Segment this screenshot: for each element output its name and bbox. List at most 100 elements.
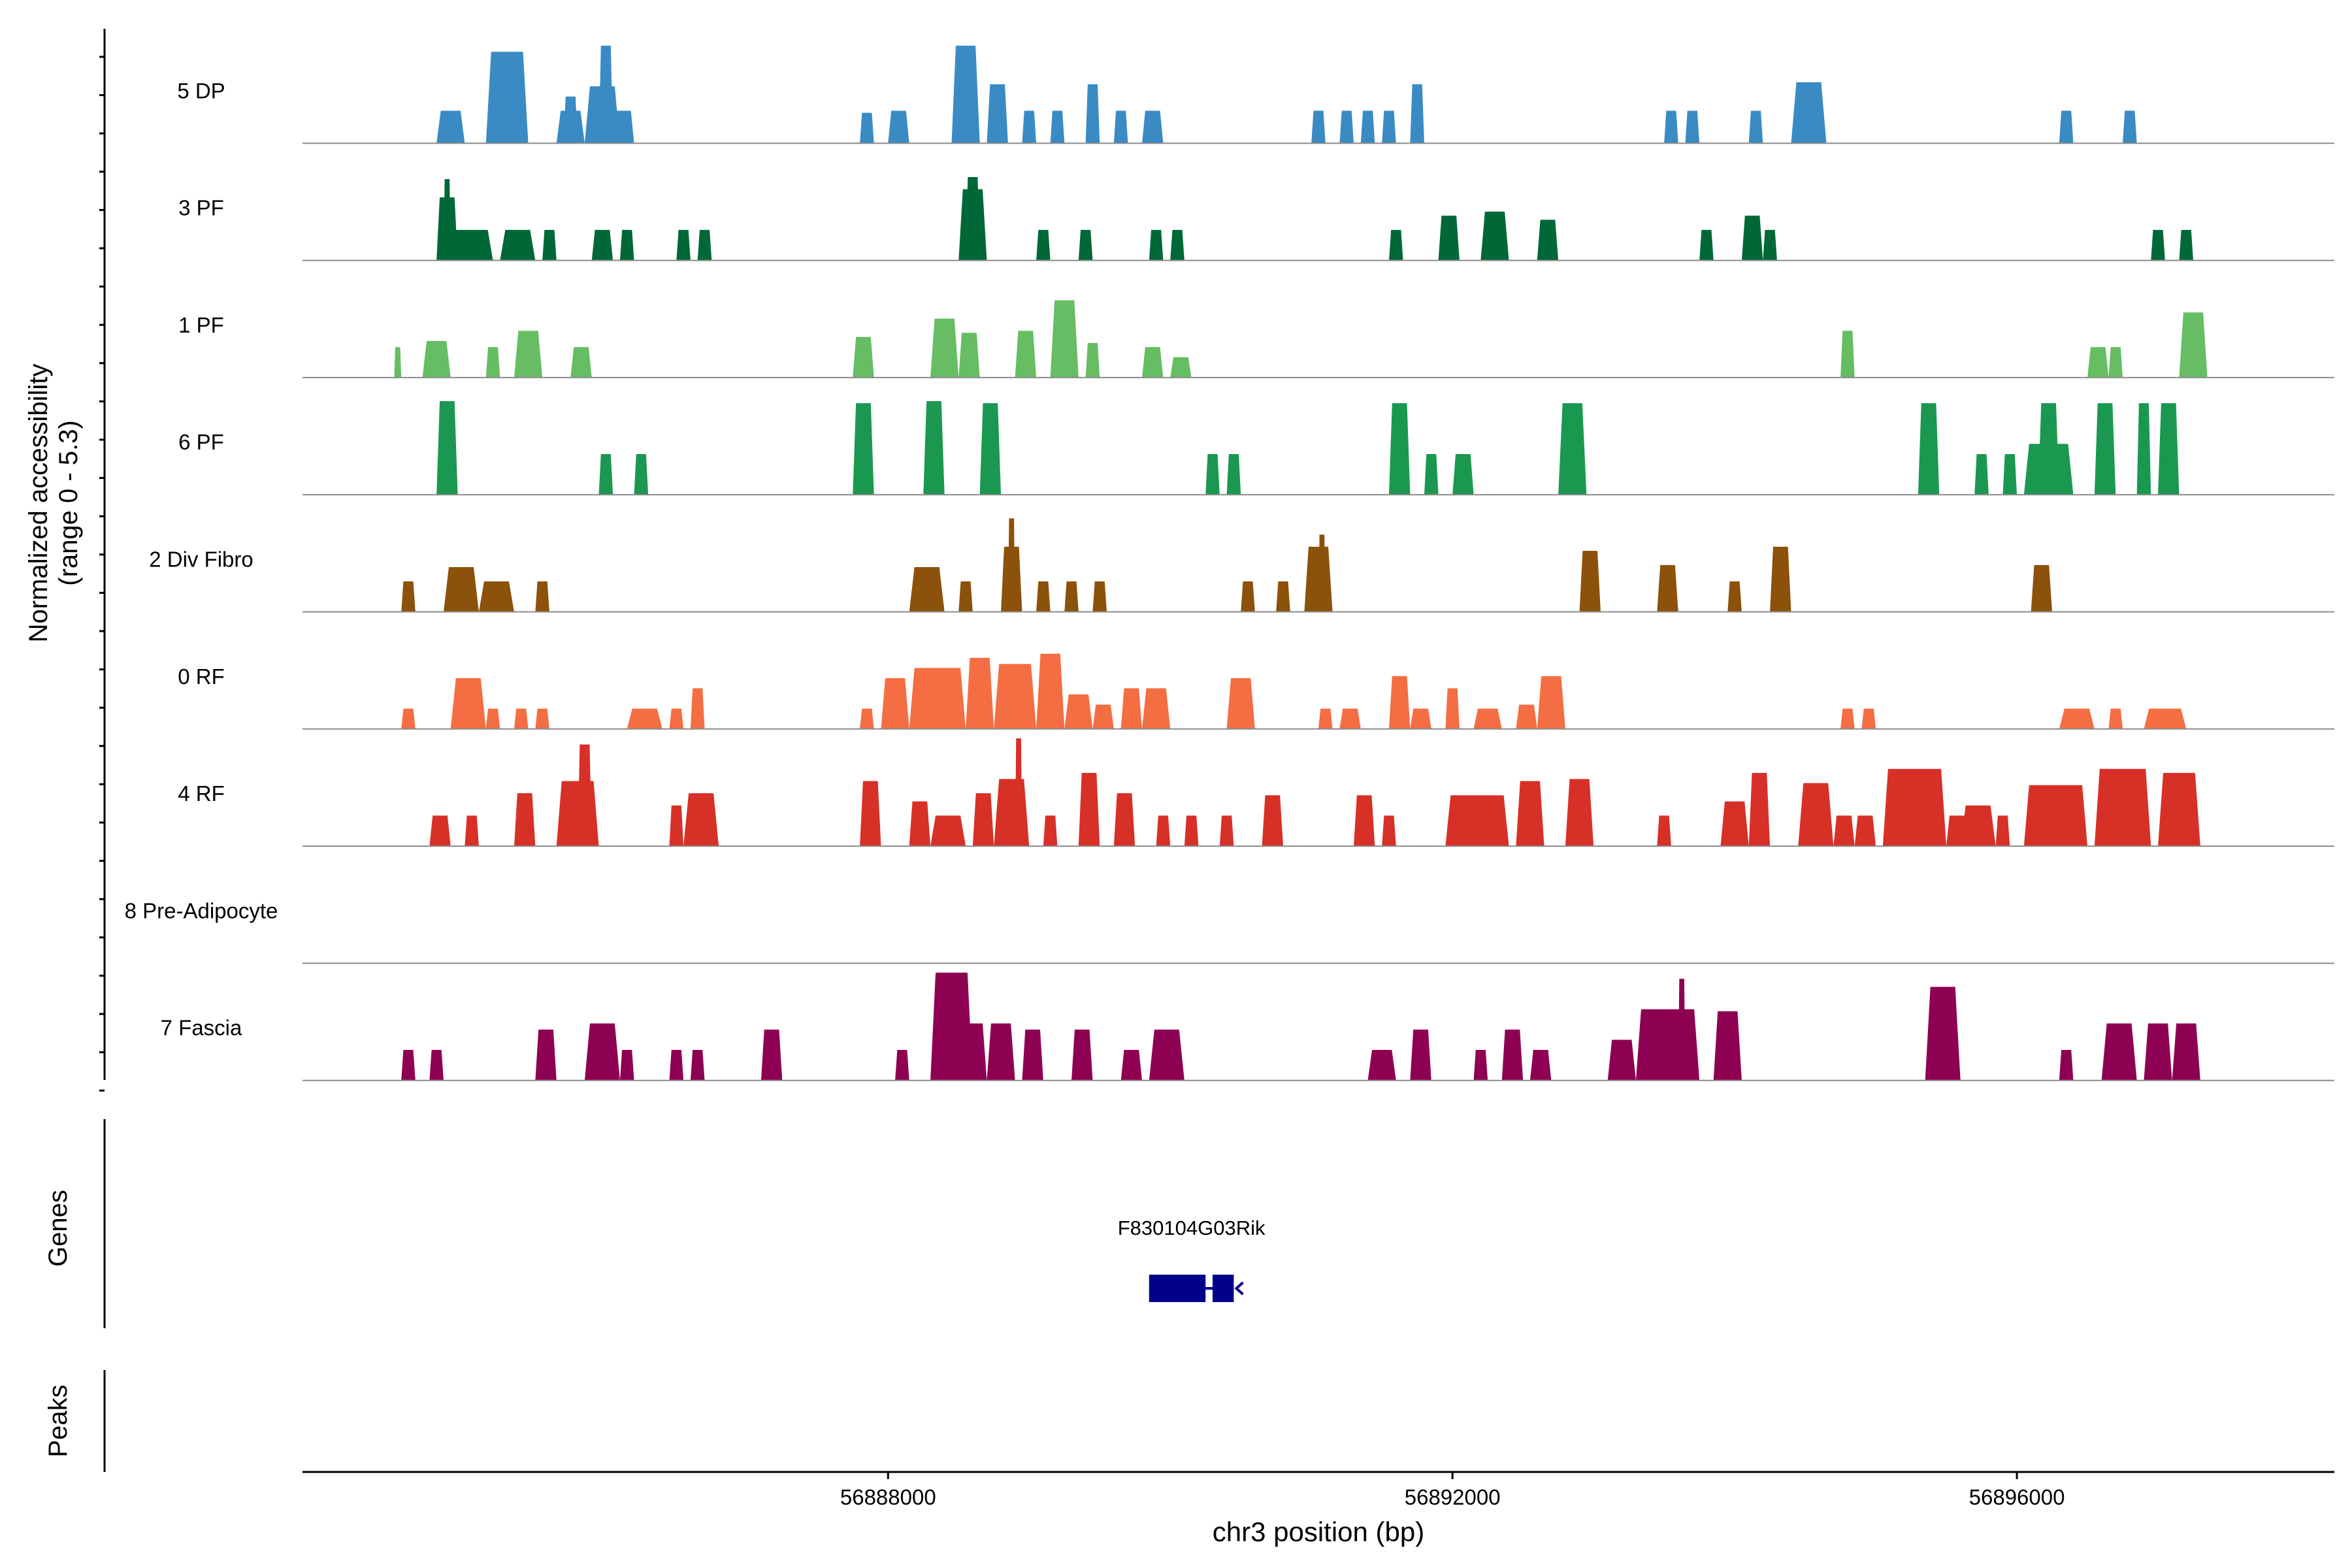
coverage-peak bbox=[514, 793, 536, 847]
coverage-peak bbox=[958, 333, 980, 378]
coverage-peak bbox=[1791, 82, 1827, 144]
coverage-peak bbox=[493, 74, 521, 144]
coverage-peak bbox=[697, 229, 712, 261]
coverage-peak bbox=[1149, 1029, 1184, 1081]
coverage-peak bbox=[1036, 653, 1065, 729]
track-7-fascia: 7 Fascia bbox=[161, 972, 2334, 1081]
x-tick-label: 56888000 bbox=[840, 1485, 936, 1509]
coverage-peak bbox=[598, 453, 613, 495]
coverage-peak bbox=[1798, 783, 1834, 847]
coverage-peak bbox=[1445, 688, 1460, 729]
coverage-peak bbox=[1318, 534, 1326, 612]
coverage-peak bbox=[1170, 357, 1192, 378]
coverage-peak bbox=[930, 815, 966, 847]
coverage-peak bbox=[2094, 403, 2116, 495]
y-axes bbox=[99, 29, 106, 1472]
coverage-peak bbox=[994, 664, 1037, 729]
coverage-peak bbox=[853, 336, 874, 378]
coverage-peak bbox=[1120, 1050, 1143, 1081]
coverage-peak bbox=[1156, 815, 1171, 847]
coverage-peak bbox=[1410, 708, 1431, 729]
coverage-peak bbox=[1382, 815, 1396, 847]
track-label: 1 PF bbox=[178, 313, 224, 337]
coverage-peak bbox=[958, 1023, 987, 1081]
coverage-peak bbox=[2151, 229, 2165, 261]
coverage-peak bbox=[1149, 229, 1164, 261]
coverage-peak bbox=[966, 657, 994, 729]
coverage-peak bbox=[1388, 676, 1411, 729]
coverage-peak bbox=[1388, 229, 1403, 261]
coverage-peak bbox=[1360, 110, 1375, 144]
coverage-peak bbox=[2108, 347, 2123, 378]
coverage-peak bbox=[2179, 312, 2208, 378]
coverage-peak bbox=[1501, 1029, 1524, 1081]
coverage-peak bbox=[1241, 581, 1255, 612]
coverage-peak bbox=[881, 678, 909, 729]
coverage-peak bbox=[895, 1050, 909, 1081]
coverage-peak bbox=[535, 708, 549, 729]
coverage-peak bbox=[690, 1050, 705, 1081]
coverage-peak bbox=[1565, 779, 1594, 847]
track-3-pf: 3 PF bbox=[178, 176, 2334, 261]
coverage-peak bbox=[1579, 551, 1601, 612]
coverage-peak bbox=[570, 347, 592, 378]
gene-name: F830104G03Rik bbox=[1118, 1217, 1266, 1239]
coverage-peak bbox=[1382, 110, 1396, 144]
track-5-dp: 5 DP bbox=[177, 45, 2334, 144]
coverage-peak bbox=[1685, 110, 1700, 144]
coverage-peak bbox=[619, 1050, 634, 1081]
coverage-peak bbox=[485, 708, 500, 729]
coverage-peak bbox=[1516, 781, 1544, 847]
coverage-peak bbox=[401, 708, 416, 729]
coverage-peak bbox=[2136, 403, 2151, 495]
coverage-peak bbox=[422, 340, 451, 378]
coverage-peak bbox=[1854, 815, 1876, 847]
coverage-peak bbox=[1480, 211, 1509, 261]
coverage-peak bbox=[500, 229, 536, 261]
coverage-peak bbox=[1657, 815, 1671, 847]
coverage-peak bbox=[2087, 347, 2109, 378]
coverage-peak bbox=[1043, 815, 1058, 847]
coverage-peak bbox=[2059, 110, 2074, 144]
coverage-peak bbox=[1473, 1050, 1488, 1081]
coverage-peak bbox=[669, 1050, 684, 1081]
coverage-peak bbox=[1763, 229, 1777, 261]
track-6-pf: 6 PF bbox=[178, 401, 2334, 496]
coverage-peak bbox=[1388, 403, 1411, 495]
coverage-peak bbox=[401, 581, 416, 612]
coverage-peak bbox=[1635, 1009, 1700, 1081]
coverage-peak bbox=[401, 1050, 416, 1081]
coverage-peak bbox=[2179, 229, 2194, 261]
coverage-peak bbox=[1699, 229, 1714, 261]
coverage-peak bbox=[429, 1050, 444, 1081]
coverage-peak bbox=[1748, 773, 1771, 847]
coverage-peak bbox=[627, 708, 662, 729]
coverage-peak bbox=[1050, 300, 1079, 378]
x-axis-label: chr3 position (bp) bbox=[1213, 1516, 1425, 1547]
coverage-peak bbox=[1438, 216, 1460, 261]
coverage-peak bbox=[1219, 815, 1234, 847]
coverage-peak bbox=[1558, 403, 1587, 495]
coverage-peak bbox=[485, 347, 500, 378]
coverage-peak bbox=[1142, 688, 1171, 729]
coverage-peak bbox=[676, 229, 691, 261]
coverage-peak bbox=[1529, 1050, 1552, 1081]
y-axis-label: Normalized accessibility bbox=[24, 364, 53, 643]
coverage-peak bbox=[1720, 801, 1749, 847]
coverage-peak bbox=[909, 801, 931, 847]
coverage-peak bbox=[1713, 1011, 1742, 1081]
coverage-peak bbox=[958, 581, 973, 612]
coverage-peak bbox=[987, 84, 1008, 144]
track-label: 2 Div Fibro bbox=[149, 547, 253, 572]
coverage-peak bbox=[1064, 581, 1079, 612]
track-label: 5 DP bbox=[177, 78, 225, 103]
coverage-peak bbox=[1925, 987, 1961, 1081]
coverage-peak bbox=[1918, 403, 1940, 495]
coverage-peak bbox=[619, 229, 634, 261]
genes-track: F830104G03Rik bbox=[1118, 1217, 1266, 1302]
gene-exon bbox=[1149, 1275, 1206, 1302]
coverage-peak bbox=[2144, 1023, 2172, 1081]
genes-track-label: Genes bbox=[44, 1190, 73, 1267]
coverage-peak bbox=[436, 401, 458, 495]
